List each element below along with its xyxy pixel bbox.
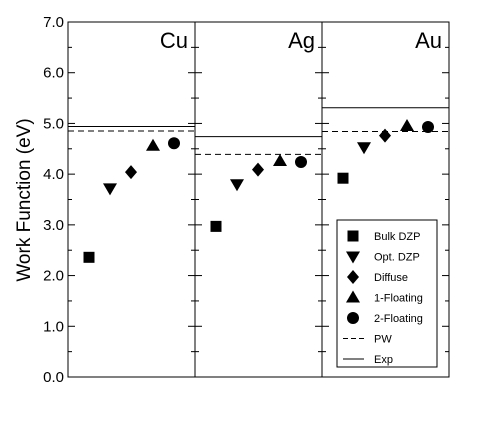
y-tick-label: 5.0: [43, 115, 64, 132]
data-point-2-floating: [422, 120, 434, 133]
legend-item: PW: [343, 334, 392, 346]
panel-title: Ag: [288, 28, 315, 53]
legend-label: Exp: [374, 354, 393, 366]
legend-item: Diffuse: [347, 270, 408, 284]
panel-frame: [194, 21, 323, 378]
panel-title: Cu: [160, 28, 188, 53]
data-point-diffuse: [252, 162, 264, 177]
y-tick-label: 1.0: [43, 318, 64, 335]
y-tick-label: 2.0: [43, 268, 64, 285]
y-tick-label: 4.0: [43, 166, 64, 183]
legend-label: Bulk DZP: [374, 231, 420, 243]
legend-item: 2-Floating: [347, 312, 423, 325]
legend-marker-square: [347, 230, 359, 242]
legend-marker-triangle-up: [346, 290, 360, 303]
data-point-diffuse: [379, 128, 391, 143]
data-point-1-floating: [146, 138, 160, 151]
legend-item: 1-Floating: [346, 290, 423, 305]
legend-label: 2-Floating: [374, 313, 423, 325]
y-tick-label: 0.0: [43, 369, 64, 386]
panels: Cu Ag Au 0.0 1.0 2.0 3.0 4.0 5.0 6.0 7.0: [43, 14, 450, 386]
y-tick-label: 7.0: [43, 14, 64, 31]
legend-marker-circle: [347, 312, 359, 324]
data-point-opt-dzp: [357, 142, 371, 155]
legend-label: 1-Floating: [374, 293, 423, 305]
legend-marker-diamond: [347, 270, 359, 284]
legend-marker-triangle-down: [346, 251, 360, 264]
data-point-1-floating: [273, 153, 287, 166]
data-point-opt-dzp: [103, 183, 117, 196]
y-axis-label: Work Function (eV): [14, 118, 35, 281]
panel-frame: [67, 21, 196, 378]
y-tick-label: 3.0: [43, 217, 64, 234]
data-point-bulk-dzp: [337, 172, 349, 184]
legend: Bulk DZP Opt. DZP Diffuse 1-Floating 2-Float…: [336, 219, 438, 368]
data-point-1-floating: [400, 118, 414, 131]
data-point-diffuse: [125, 165, 137, 180]
data-point-opt-dzp: [230, 179, 244, 192]
panel-ag: Ag: [194, 21, 323, 378]
legend-item: Exp: [343, 354, 393, 366]
legend-label: PW: [374, 334, 392, 346]
panel-title: Au: [415, 28, 442, 53]
data-point-2-floating: [295, 155, 307, 168]
y-tick-label: 6.0: [43, 65, 64, 82]
panel-au: Au: [321, 21, 450, 378]
data-point-2-floating: [168, 137, 180, 150]
legend-label: Opt. DZP: [374, 252, 420, 264]
panel-cu: Cu: [67, 21, 196, 378]
legend-item: Opt. DZP: [346, 251, 420, 264]
data-point-bulk-dzp: [210, 220, 222, 232]
legend-item: Bulk DZP: [347, 230, 420, 243]
data-point-bulk-dzp: [83, 251, 95, 263]
legend-label: Diffuse: [374, 272, 408, 284]
